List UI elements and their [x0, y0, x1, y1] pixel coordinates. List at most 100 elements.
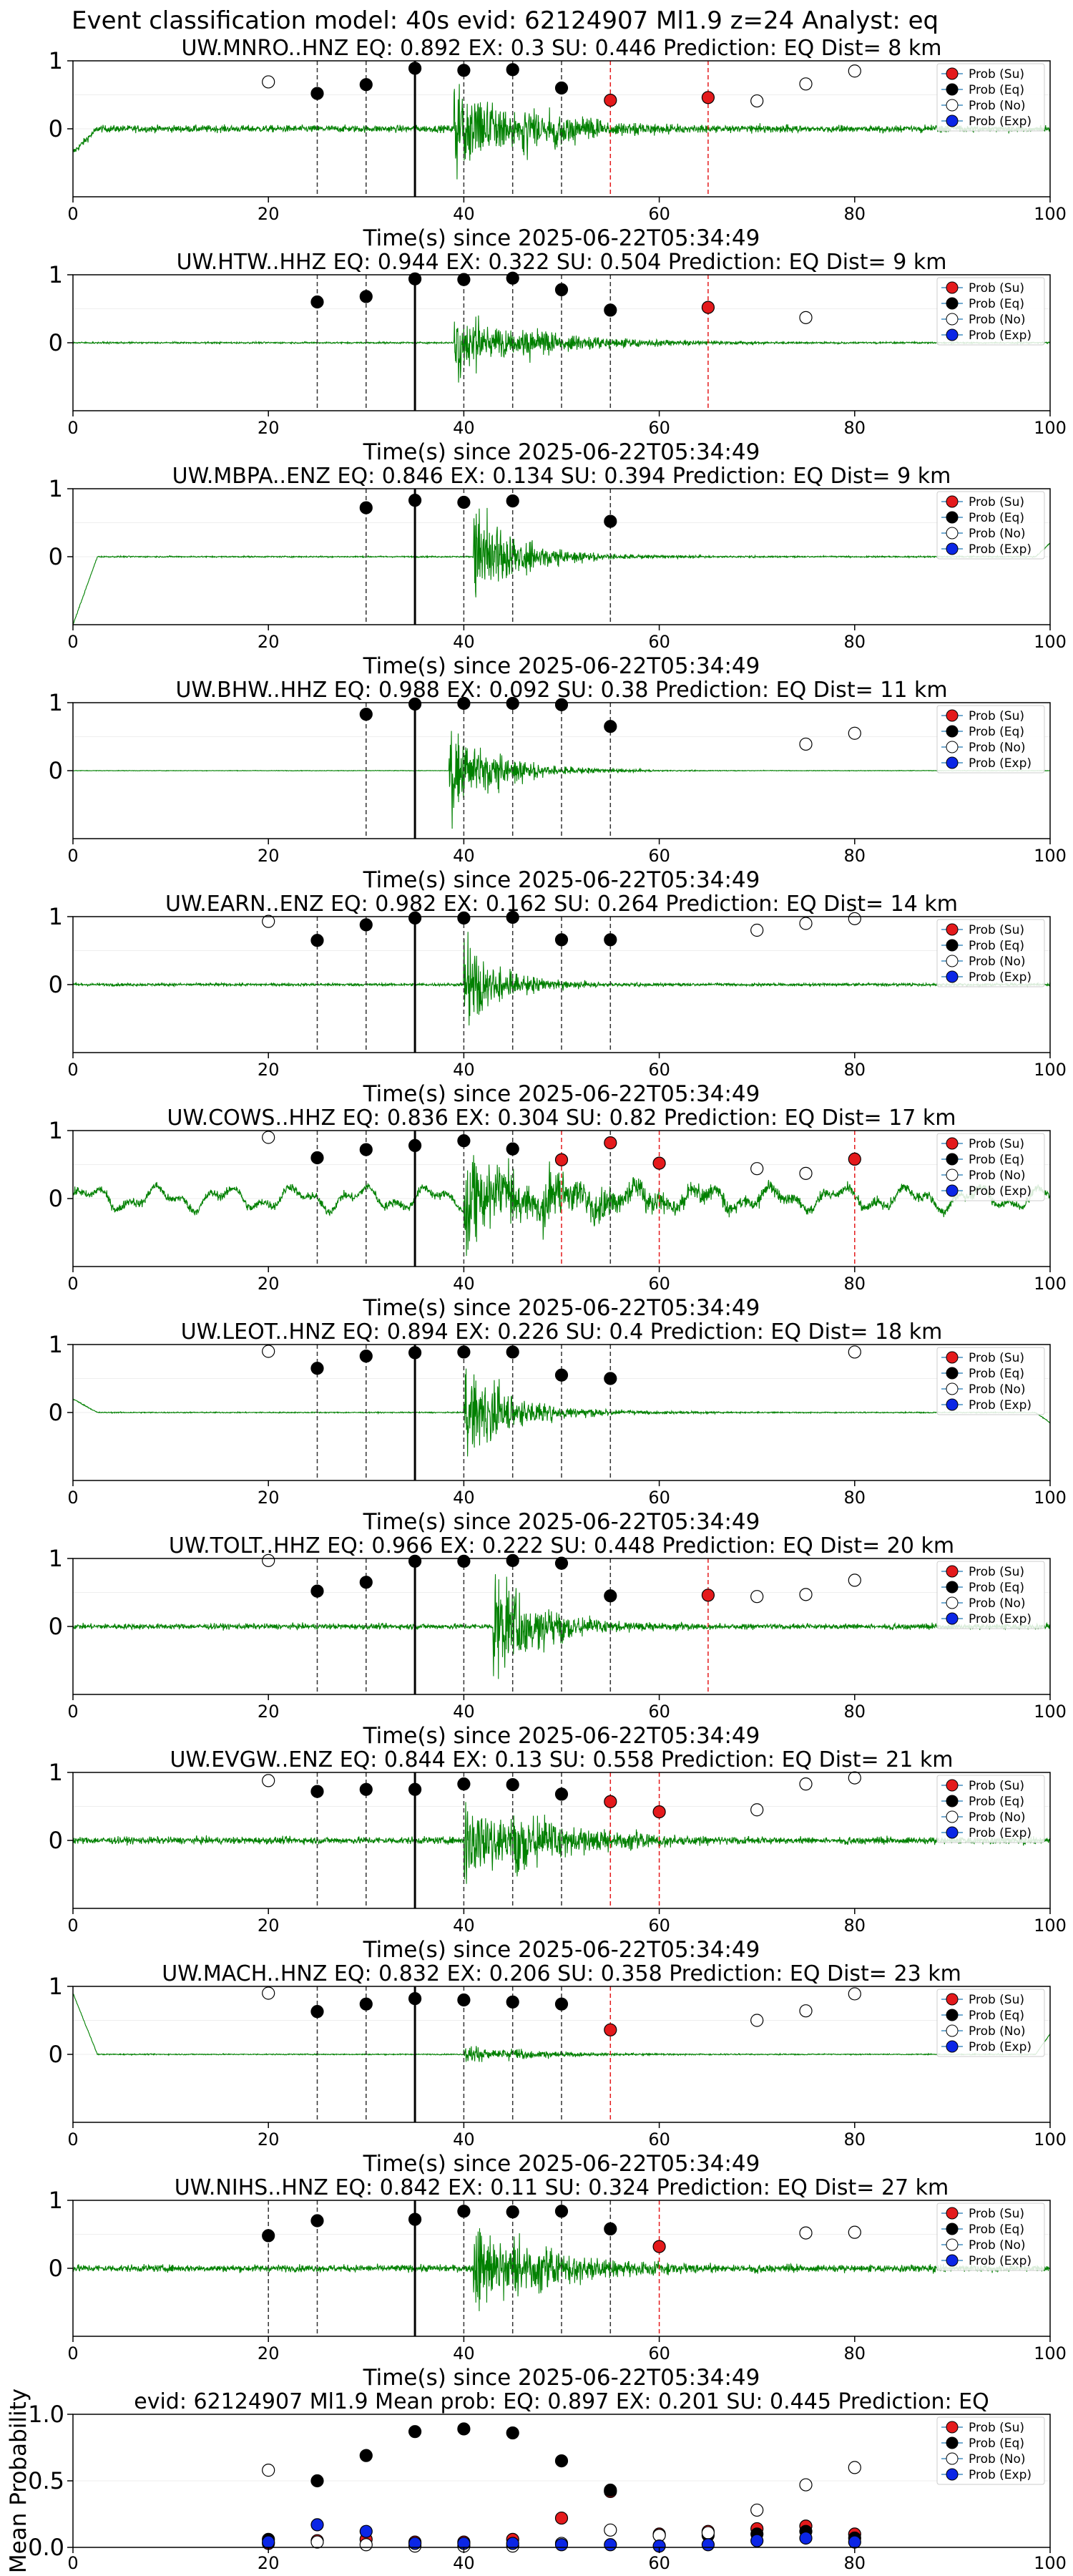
prob-point-no: [799, 311, 813, 324]
legend-box: [936, 2416, 1045, 2485]
legend-label-exp: Prob (Exp): [969, 2040, 1032, 2054]
y-tick-label: 1: [49, 1331, 63, 1358]
legend-marker-su: [946, 709, 959, 722]
mean-point-exp: [359, 2524, 373, 2538]
prob-point-eq: [506, 696, 519, 711]
x-tick-label: 80: [844, 2553, 866, 2573]
prob-point-eq: [359, 1782, 373, 1796]
prob-point-eq: [310, 2005, 324, 2019]
x-tick-label: 80: [844, 1702, 866, 1722]
legend-marker-eq: [946, 2223, 959, 2235]
legend-label-eq: Prob (Eq): [969, 297, 1024, 311]
legend-label-no: Prob (No): [969, 1810, 1026, 1825]
legend-box: [936, 63, 1045, 132]
x-tick-label: 100: [1034, 632, 1067, 652]
prob-point-eq: [359, 1576, 373, 1589]
legend-label-eq: Prob (Eq): [969, 2223, 1024, 2237]
prob-point-su: [652, 1805, 666, 1819]
x-tick-label: 100: [1034, 1916, 1067, 1936]
legend-label-eq: Prob (Eq): [969, 1153, 1024, 1167]
prob-point-eq: [457, 1345, 471, 1359]
station-panels: UW.MNRO..HNZ EQ: 0.892 EX: 0.3 SU: 0.446…: [49, 36, 1067, 2391]
prob-point-eq: [408, 911, 422, 925]
y-tick-label: 0.0: [28, 2534, 64, 2561]
prob-point-eq: [457, 1777, 471, 1791]
x-tick-label: 100: [1034, 2553, 1067, 2573]
mean-point-no: [701, 2526, 715, 2540]
prob-point-no: [848, 726, 861, 740]
mean-point-no: [750, 2503, 764, 2517]
legend-label-exp: Prob (Exp): [969, 2468, 1032, 2482]
x-axis-label: Time(s) since 2025-06-22T05:34:49: [363, 439, 760, 465]
x-tick-label: 40: [453, 1916, 475, 1936]
prob-point-no: [750, 923, 764, 937]
panel-title: UW.MACH..HNZ EQ: 0.832 EX: 0.206 SU: 0.3…: [162, 1961, 961, 1986]
mean-point-no: [604, 2523, 617, 2537]
prob-point-no: [262, 75, 275, 89]
prob-point-eq: [506, 1142, 519, 1156]
x-tick-label: 0: [67, 1060, 78, 1080]
x-tick-label: 40: [453, 1274, 475, 1294]
x-axis-label: Time(s) since 2025-06-22T05:34:49: [363, 2365, 760, 2391]
prob-point-eq: [506, 2205, 519, 2219]
legend-label-su: Prob (Su): [969, 2421, 1024, 2435]
y-tick-label: 1: [49, 1117, 63, 1144]
panel-title: UW.MBPA..ENZ EQ: 0.846 EX: 0.134 SU: 0.3…: [172, 464, 951, 489]
prob-point-eq: [506, 1553, 519, 1567]
prob-point-eq: [457, 696, 471, 711]
x-tick-label: 40: [453, 418, 475, 438]
station-panel-UW.MACH..HNZ: UW.MACH..HNZ EQ: 0.832 EX: 0.206 SU: 0.3…: [49, 1961, 1067, 2177]
prob-point-eq: [310, 295, 324, 309]
prob-point-eq: [506, 494, 519, 508]
x-axis-label: Time(s) since 2025-06-22T05:34:49: [363, 653, 760, 679]
mean-point-exp: [701, 2538, 715, 2552]
x-tick-label: 60: [648, 846, 670, 866]
prob-point-eq: [408, 1992, 422, 2006]
prob-point-eq: [310, 934, 324, 947]
legend-marker-no: [946, 1810, 959, 1823]
legend-label-su: Prob (Su): [969, 709, 1024, 723]
prob-point-no: [799, 2226, 813, 2240]
legend-marker-eq: [946, 2436, 959, 2449]
prob-point-eq: [359, 1350, 373, 1363]
mean-point-exp: [262, 2535, 275, 2549]
legend-label-no: Prob (No): [969, 2024, 1026, 2039]
legend-marker-su: [946, 281, 959, 294]
y-tick-label: 1: [49, 1545, 63, 1572]
station-panel-UW.LEOT..HNZ: UW.LEOT..HNZ EQ: 0.894 EX: 0.226 SU: 0.4…: [49, 1319, 1067, 1535]
legend-marker-eq: [946, 1795, 959, 1807]
legend-label-su: Prob (Su): [969, 67, 1024, 82]
legend-marker-no: [946, 741, 959, 753]
legend-label-exp: Prob (Exp): [969, 756, 1032, 771]
mean-point-no: [848, 2461, 861, 2474]
legend-marker-exp: [946, 542, 959, 555]
prob-point-eq: [457, 273, 471, 286]
x-tick-label: 0: [67, 1916, 78, 1936]
station-panel-UW.MNRO..HNZ: UW.MNRO..HNZ EQ: 0.892 EX: 0.3 SU: 0.446…: [49, 36, 1067, 251]
prob-point-no: [848, 1345, 861, 1359]
prob-point-eq: [457, 1993, 471, 2007]
legend-label-exp: Prob (Exp): [969, 1184, 1032, 1199]
legend-label-eq: Prob (Eq): [969, 725, 1024, 739]
x-tick-label: 60: [648, 2343, 670, 2363]
y-tick-label: 0.5: [28, 2467, 64, 2494]
legend-marker-no: [946, 2238, 959, 2251]
legend-label-exp: Prob (Exp): [969, 1612, 1032, 1626]
legend-label-no: Prob (No): [969, 2238, 1026, 2253]
prob-point-eq: [359, 708, 373, 721]
y-tick-label: 0: [49, 1185, 63, 1212]
prob-point-eq: [359, 918, 373, 932]
panel-title: UW.NIHS..HNZ EQ: 0.842 EX: 0.11 SU: 0.32…: [175, 2175, 949, 2200]
prob-point-eq: [506, 271, 519, 285]
x-tick-label: 80: [844, 1274, 866, 1294]
x-tick-label: 40: [453, 2129, 475, 2150]
x-tick-label: 60: [648, 1916, 670, 1936]
x-tick-label: 0: [67, 1488, 78, 1508]
prob-point-no: [262, 914, 275, 928]
x-tick-label: 80: [844, 1060, 866, 1080]
prob-point-eq: [604, 1589, 617, 1603]
station-panel-UW.EVGW..ENZ: UW.EVGW..ENZ EQ: 0.844 EX: 0.13 SU: 0.55…: [49, 1747, 1067, 1963]
y-tick-label: 1: [49, 475, 63, 502]
x-tick-label: 80: [844, 2343, 866, 2363]
prob-point-eq: [262, 2229, 275, 2243]
